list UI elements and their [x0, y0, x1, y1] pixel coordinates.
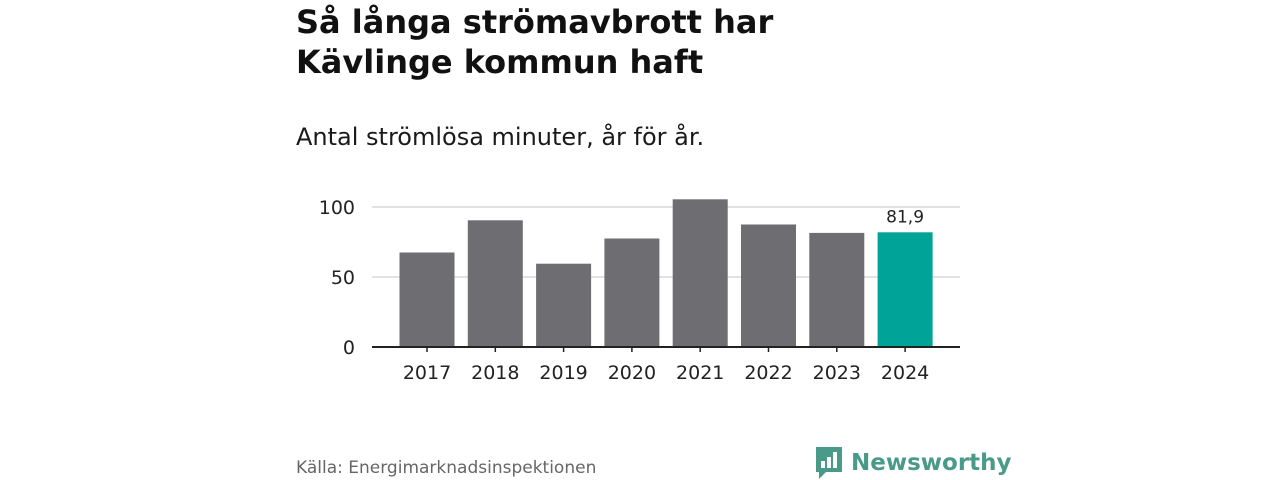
newsworthy-logo-icon [816, 447, 842, 479]
bar-2019 [536, 263, 592, 347]
x-tick-label-2023: 2023 [813, 362, 861, 384]
bar-2024 [877, 232, 933, 347]
x-tick-label-2024: 2024 [881, 362, 929, 384]
bar-2020 [604, 238, 660, 347]
chart-title: Så långa strömavbrott har Kävlinge kommu… [296, 3, 774, 81]
x-axis [372, 346, 960, 352]
x-tick-label-2018: 2018 [471, 362, 519, 384]
chart-subtitle: Antal strömlösa minuter, år för år. [296, 123, 705, 151]
x-tick-label-2021: 2021 [676, 362, 724, 384]
newsworthy-brand[interactable]: Newsworthy [814, 446, 1012, 480]
y-tick-label: 50 [331, 267, 355, 289]
y-tick-label: 0 [343, 337, 355, 359]
source-note: Källa: Energimarknadsinspektionen [296, 458, 597, 478]
bar-2018 [467, 220, 523, 347]
bars [399, 199, 933, 347]
y-tick-label: 100 [319, 197, 355, 219]
x-tick-label-2017: 2017 [403, 362, 451, 384]
data-label: 81,9 [886, 207, 924, 227]
gridlines [372, 206, 960, 278]
x-tick-label-2022: 2022 [744, 362, 792, 384]
x-tick-label-2019: 2019 [539, 362, 587, 384]
bar-2021 [672, 199, 728, 347]
x-tick-label-2020: 2020 [608, 362, 656, 384]
bar-2022 [741, 224, 796, 347]
bar-2023 [809, 232, 865, 347]
labels: 0 50 100 2017 2018 2019 2020 2021 2022 2023 2024 81… [319, 197, 930, 384]
bar-2017 [399, 252, 455, 347]
brand-name: Newsworthy [851, 450, 1012, 476]
